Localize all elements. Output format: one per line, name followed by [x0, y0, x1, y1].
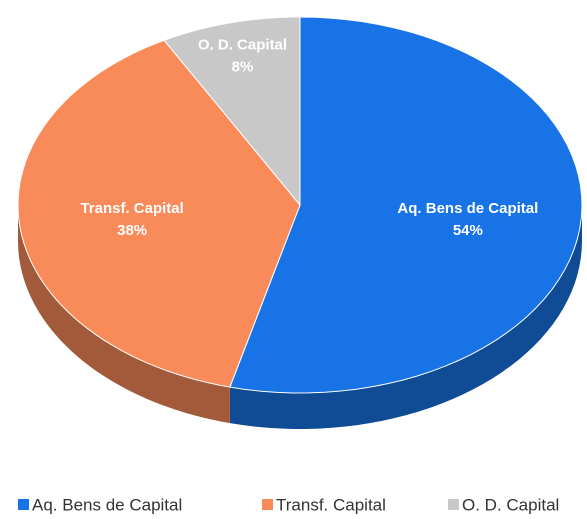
- legend-swatch: [18, 499, 29, 510]
- slice-label: Transf. Capital: [80, 200, 183, 217]
- slice: [229, 16, 583, 394]
- slice-value-label: 54%: [453, 222, 483, 239]
- slice-side: [229, 205, 582, 429]
- slice-label: Aq. Bens de Capital: [397, 200, 538, 217]
- slice-value-label: 8%: [232, 59, 254, 76]
- legend-label: O. D. Capital: [462, 495, 559, 514]
- slice-side: [18, 205, 230, 424]
- legend-label: Transf. Capital: [276, 495, 386, 514]
- slice-value-label: 38%: [117, 222, 147, 239]
- legend-swatch: [448, 499, 459, 510]
- slice: [17, 39, 301, 388]
- slice-label: O. D. Capital: [198, 37, 287, 54]
- slice: [163, 16, 301, 207]
- legend-label: Aq. Bens de Capital: [32, 495, 182, 514]
- legend-swatch: [262, 499, 273, 510]
